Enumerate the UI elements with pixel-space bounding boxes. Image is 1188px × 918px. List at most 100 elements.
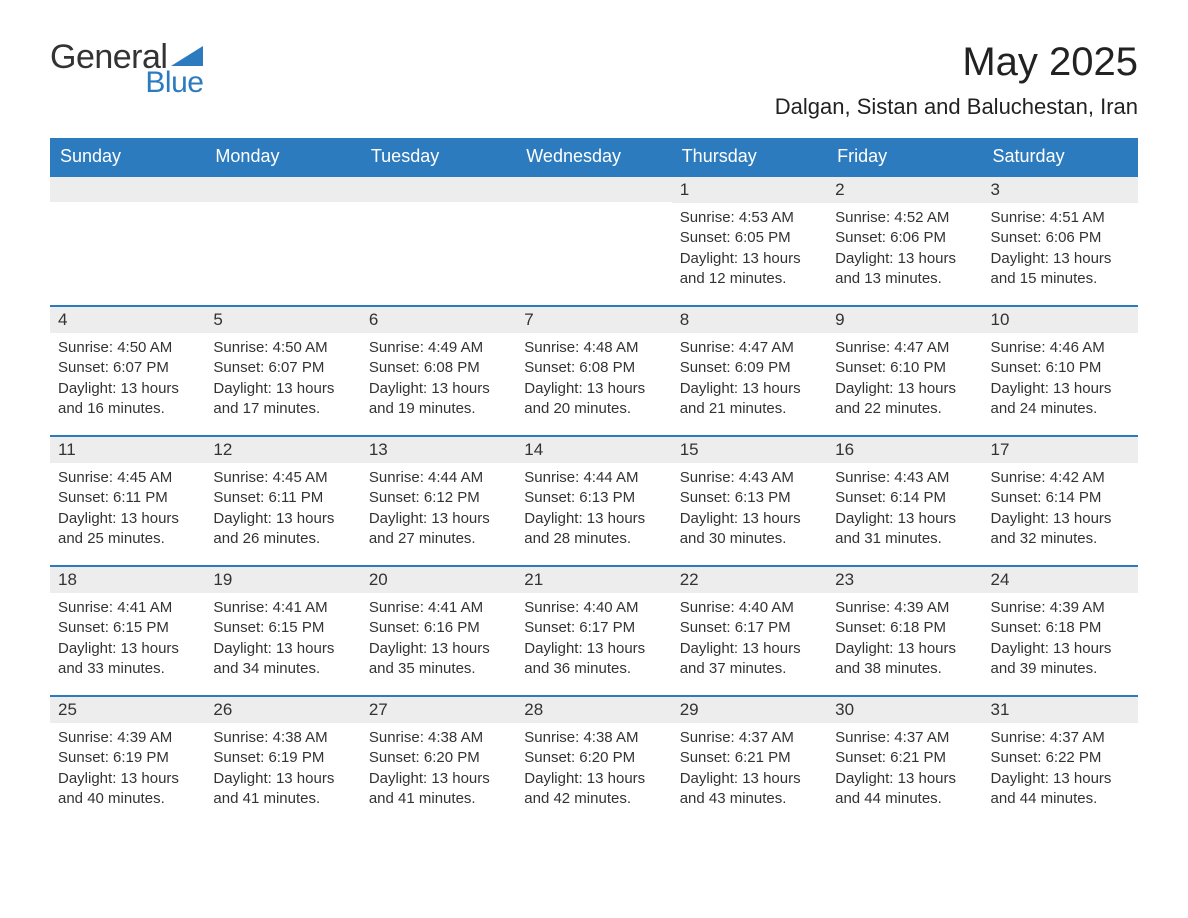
daylight-line: Daylight: 13 hours and 44 minutes. [991,769,1130,810]
calendar-cell: 23Sunrise: 4:39 AMSunset: 6:18 PMDayligh… [827,565,982,695]
day-body: Sunrise: 4:45 AMSunset: 6:11 PMDaylight:… [205,463,360,557]
daylight-line: Daylight: 13 hours and 20 minutes. [524,379,663,420]
day-body: Sunrise: 4:39 AMSunset: 6:18 PMDaylight:… [827,593,982,687]
daylight-line: Daylight: 13 hours and 17 minutes. [213,379,352,420]
day-body: Sunrise: 4:41 AMSunset: 6:15 PMDaylight:… [205,593,360,687]
calendar-cell: 4Sunrise: 4:50 AMSunset: 6:07 PMDaylight… [50,305,205,435]
sunset-line: Sunset: 6:11 PM [58,488,197,508]
weekday-header: Friday [827,138,982,175]
sunrise-line: Sunrise: 4:39 AM [58,728,197,748]
calendar-row: 11Sunrise: 4:45 AMSunset: 6:11 PMDayligh… [50,435,1138,565]
daylight-line: Daylight: 13 hours and 41 minutes. [369,769,508,810]
calendar-cell: 26Sunrise: 4:38 AMSunset: 6:19 PMDayligh… [205,695,360,825]
calendar-cell: 31Sunrise: 4:37 AMSunset: 6:22 PMDayligh… [983,695,1138,825]
day-number: 23 [827,565,982,593]
day-body: Sunrise: 4:47 AMSunset: 6:09 PMDaylight:… [672,333,827,427]
empty-bar [205,175,360,202]
calendar-cell: 28Sunrise: 4:38 AMSunset: 6:20 PMDayligh… [516,695,671,825]
day-number: 12 [205,435,360,463]
calendar-cell: 5Sunrise: 4:50 AMSunset: 6:07 PMDaylight… [205,305,360,435]
sunset-line: Sunset: 6:18 PM [835,618,974,638]
day-number: 19 [205,565,360,593]
day-number: 30 [827,695,982,723]
calendar-cell: 22Sunrise: 4:40 AMSunset: 6:17 PMDayligh… [672,565,827,695]
calendar-row: 25Sunrise: 4:39 AMSunset: 6:19 PMDayligh… [50,695,1138,825]
day-body: Sunrise: 4:41 AMSunset: 6:15 PMDaylight:… [50,593,205,687]
calendar-cell: 11Sunrise: 4:45 AMSunset: 6:11 PMDayligh… [50,435,205,565]
day-body: Sunrise: 4:38 AMSunset: 6:20 PMDaylight:… [516,723,671,817]
sunrise-line: Sunrise: 4:47 AM [835,338,974,358]
sunrise-line: Sunrise: 4:37 AM [991,728,1130,748]
calendar-row: 4Sunrise: 4:50 AMSunset: 6:07 PMDaylight… [50,305,1138,435]
day-body: Sunrise: 4:41 AMSunset: 6:16 PMDaylight:… [361,593,516,687]
day-body: Sunrise: 4:50 AMSunset: 6:07 PMDaylight:… [205,333,360,427]
brand-logo: General Blue [50,40,203,98]
sunset-line: Sunset: 6:13 PM [524,488,663,508]
sunset-line: Sunset: 6:08 PM [524,358,663,378]
sunrise-line: Sunrise: 4:45 AM [58,468,197,488]
sunset-line: Sunset: 6:19 PM [58,748,197,768]
sunrise-line: Sunrise: 4:51 AM [991,208,1130,228]
calendar-cell: 19Sunrise: 4:41 AMSunset: 6:15 PMDayligh… [205,565,360,695]
day-number: 28 [516,695,671,723]
daylight-line: Daylight: 13 hours and 38 minutes. [835,639,974,680]
calendar-cell: 13Sunrise: 4:44 AMSunset: 6:12 PMDayligh… [361,435,516,565]
day-body: Sunrise: 4:43 AMSunset: 6:14 PMDaylight:… [827,463,982,557]
calendar-cell: 17Sunrise: 4:42 AMSunset: 6:14 PMDayligh… [983,435,1138,565]
calendar-cell: 16Sunrise: 4:43 AMSunset: 6:14 PMDayligh… [827,435,982,565]
weekday-header: Tuesday [361,138,516,175]
daylight-line: Daylight: 13 hours and 43 minutes. [680,769,819,810]
day-number: 2 [827,175,982,203]
day-number: 31 [983,695,1138,723]
sunrise-line: Sunrise: 4:50 AM [58,338,197,358]
day-number: 8 [672,305,827,333]
day-number: 7 [516,305,671,333]
calendar-cell: 24Sunrise: 4:39 AMSunset: 6:18 PMDayligh… [983,565,1138,695]
sunset-line: Sunset: 6:14 PM [991,488,1130,508]
sunrise-line: Sunrise: 4:40 AM [680,598,819,618]
sunset-line: Sunset: 6:14 PM [835,488,974,508]
day-body: Sunrise: 4:37 AMSunset: 6:21 PMDaylight:… [672,723,827,817]
sunrise-line: Sunrise: 4:38 AM [524,728,663,748]
sunrise-line: Sunrise: 4:41 AM [58,598,197,618]
day-number: 18 [50,565,205,593]
empty-bar [516,175,671,202]
weekday-header: Thursday [672,138,827,175]
sunrise-line: Sunrise: 4:38 AM [213,728,352,748]
daylight-line: Daylight: 13 hours and 39 minutes. [991,639,1130,680]
sunset-line: Sunset: 6:15 PM [213,618,352,638]
sunset-line: Sunset: 6:09 PM [680,358,819,378]
daylight-line: Daylight: 13 hours and 42 minutes. [524,769,663,810]
daylight-line: Daylight: 13 hours and 27 minutes. [369,509,508,550]
sunrise-line: Sunrise: 4:42 AM [991,468,1130,488]
sunrise-line: Sunrise: 4:39 AM [991,598,1130,618]
month-title: May 2025 [775,40,1138,84]
daylight-line: Daylight: 13 hours and 12 minutes. [680,249,819,290]
sunrise-line: Sunrise: 4:49 AM [369,338,508,358]
day-number: 24 [983,565,1138,593]
day-body: Sunrise: 4:53 AMSunset: 6:05 PMDaylight:… [672,203,827,297]
calendar-cell: 8Sunrise: 4:47 AMSunset: 6:09 PMDaylight… [672,305,827,435]
sunrise-line: Sunrise: 4:37 AM [680,728,819,748]
daylight-line: Daylight: 13 hours and 15 minutes. [991,249,1130,290]
sunset-line: Sunset: 6:12 PM [369,488,508,508]
day-body: Sunrise: 4:47 AMSunset: 6:10 PMDaylight:… [827,333,982,427]
calendar-cell: 30Sunrise: 4:37 AMSunset: 6:21 PMDayligh… [827,695,982,825]
daylight-line: Daylight: 13 hours and 13 minutes. [835,249,974,290]
title-block: May 2025 Dalgan, Sistan and Baluchestan,… [775,40,1138,120]
sunset-line: Sunset: 6:16 PM [369,618,508,638]
sunset-line: Sunset: 6:06 PM [835,228,974,248]
day-body: Sunrise: 4:51 AMSunset: 6:06 PMDaylight:… [983,203,1138,297]
calendar-cell: 12Sunrise: 4:45 AMSunset: 6:11 PMDayligh… [205,435,360,565]
day-number: 15 [672,435,827,463]
daylight-line: Daylight: 13 hours and 19 minutes. [369,379,508,420]
calendar-cell-empty [516,175,671,305]
daylight-line: Daylight: 13 hours and 22 minutes. [835,379,974,420]
daylight-line: Daylight: 13 hours and 35 minutes. [369,639,508,680]
day-number: 5 [205,305,360,333]
location: Dalgan, Sistan and Baluchestan, Iran [775,94,1138,120]
sunrise-line: Sunrise: 4:37 AM [835,728,974,748]
day-body: Sunrise: 4:37 AMSunset: 6:21 PMDaylight:… [827,723,982,817]
sunset-line: Sunset: 6:11 PM [213,488,352,508]
sunset-line: Sunset: 6:08 PM [369,358,508,378]
